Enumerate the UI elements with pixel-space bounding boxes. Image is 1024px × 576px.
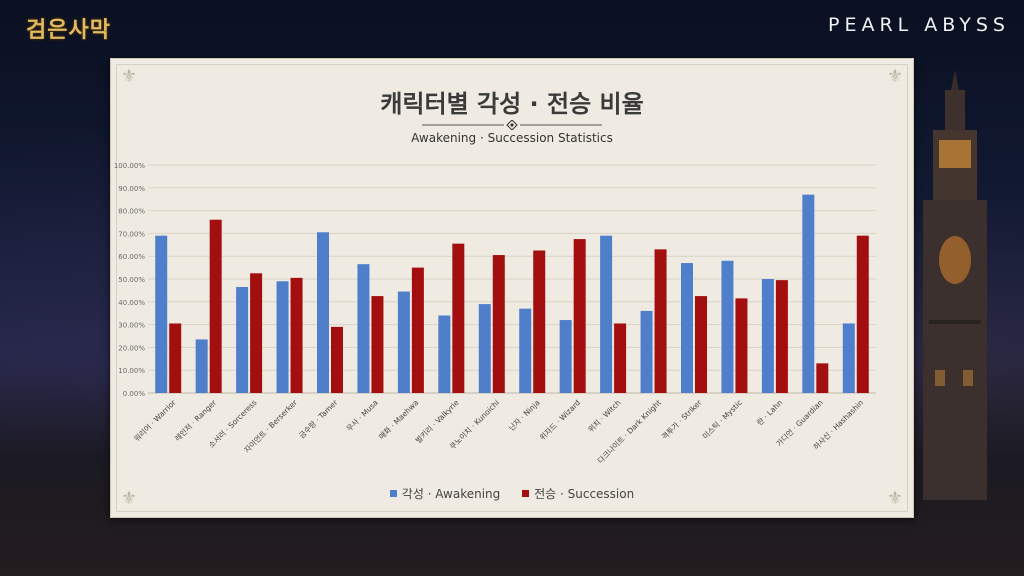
y-tick-label: 90.00% (118, 185, 145, 193)
y-tick-label: 20.00% (118, 344, 145, 352)
legend-label-awakening: 각성 · Awakening (401, 487, 501, 501)
x-tick-label: 위치 · Witch (586, 398, 622, 434)
bar-awakening (559, 320, 572, 393)
chart-title: 캐릭터별 각성 · 전승 비율 (380, 90, 644, 118)
bar-awakening (357, 264, 370, 393)
legend-item-succession: 전승 · Succession (522, 487, 634, 501)
bar-awakening (681, 263, 693, 393)
bar-succession (775, 280, 788, 393)
company-logo: PEARL ABYSS (827, 14, 1010, 36)
bar-succession (614, 323, 627, 393)
y-tick-label: 30.00% (118, 322, 145, 330)
bar-chart: 0.00% 10.00% 20.00% 30.00% 40.00% 50.00% 60.00… (114, 162, 876, 465)
chart-subtitle: Awakening · Succession Statistics (411, 131, 613, 145)
x-tick-label: 미스틱 · Mystic (700, 397, 744, 441)
x-tick-label: 워리어 · Warrior (132, 397, 179, 444)
bar-succession (169, 323, 182, 393)
bar-succession (411, 267, 424, 393)
legend-swatch-awakening (389, 490, 397, 497)
bar-succession (695, 296, 707, 393)
bar-succession (250, 273, 263, 393)
bar-awakening (802, 194, 815, 393)
x-tick-label: 레인저 · Ranger (172, 397, 218, 443)
bar-succession (573, 239, 586, 393)
y-tick-label: 10.00% (118, 367, 145, 375)
legend-swatch-succession (522, 490, 530, 497)
chart-panel: ⚜ ⚜ ⚜ ⚜ 캐릭터별 각성 · 전승 비율 Awakening · Succ… (110, 58, 914, 518)
bar-succession (735, 298, 748, 393)
bar-succession (492, 255, 505, 393)
y-tick-label: 100.00% (114, 162, 145, 170)
bar-succession (290, 277, 303, 393)
x-tick-label: 란 · Lahn (754, 397, 784, 427)
legend-label-succession: 전승 · Succession (534, 487, 635, 501)
legend-item-awakening: 각성 · Awakening (389, 487, 501, 501)
bar-succession (331, 326, 343, 393)
bar-awakening (155, 235, 168, 393)
x-tick-label: 닌자 · Ninja (507, 398, 542, 433)
x-tick-label: 위자드 · Wizard (538, 398, 582, 442)
bar-awakening (842, 323, 855, 393)
panel-border (116, 64, 908, 512)
bar-succession (209, 219, 222, 393)
fleur-ornament-icon: ⚜ (886, 66, 904, 87)
fleur-ornament-icon: ⚜ (120, 66, 138, 87)
y-tick-label: 40.00% (118, 299, 145, 307)
bar-succession (856, 235, 869, 393)
bar-awakening (478, 304, 491, 393)
bar-awakening (721, 260, 734, 393)
bar-succession (452, 243, 465, 393)
bar-succession (816, 363, 829, 393)
y-tick-label: 80.00% (118, 208, 145, 216)
bar-awakening (519, 308, 532, 393)
title-divider (422, 120, 602, 130)
bar-awakening (438, 315, 451, 393)
y-tick-label: 60.00% (118, 253, 145, 261)
bar-succession (654, 249, 667, 393)
x-tick-label: 금수랑 · Tamer (297, 397, 340, 440)
bar-awakening (397, 291, 410, 393)
bar-awakening (276, 281, 289, 393)
x-tick-label: 무사 · Musa (345, 398, 380, 433)
bar-awakening (317, 232, 329, 393)
y-tick-label: 0.00% (123, 390, 146, 398)
bar-awakening (195, 339, 208, 393)
bar-awakening (640, 310, 653, 393)
chart-legend: 각성 · Awakening 전승 · Succession (110, 485, 914, 502)
y-tick-label: 70.00% (118, 230, 145, 238)
bar-succession (371, 296, 384, 393)
bar-awakening (761, 279, 774, 393)
x-tick-label: 격투가 · Striker (659, 397, 704, 442)
game-logo: 검은사막 (26, 18, 111, 43)
fleur-ornament-icon: ⚜ (886, 488, 904, 509)
clock-tower-illustration (923, 70, 987, 500)
x-tick-label: 매화 · Maehwa (377, 398, 420, 441)
bar-awakening (600, 235, 613, 393)
fleur-ornament-icon: ⚜ (120, 488, 138, 509)
x-tick-label: 다크나이트 · Dark Knight (595, 397, 663, 465)
bar-succession (533, 250, 546, 393)
bar-awakening (236, 286, 249, 393)
y-tick-label: 50.00% (118, 276, 145, 284)
